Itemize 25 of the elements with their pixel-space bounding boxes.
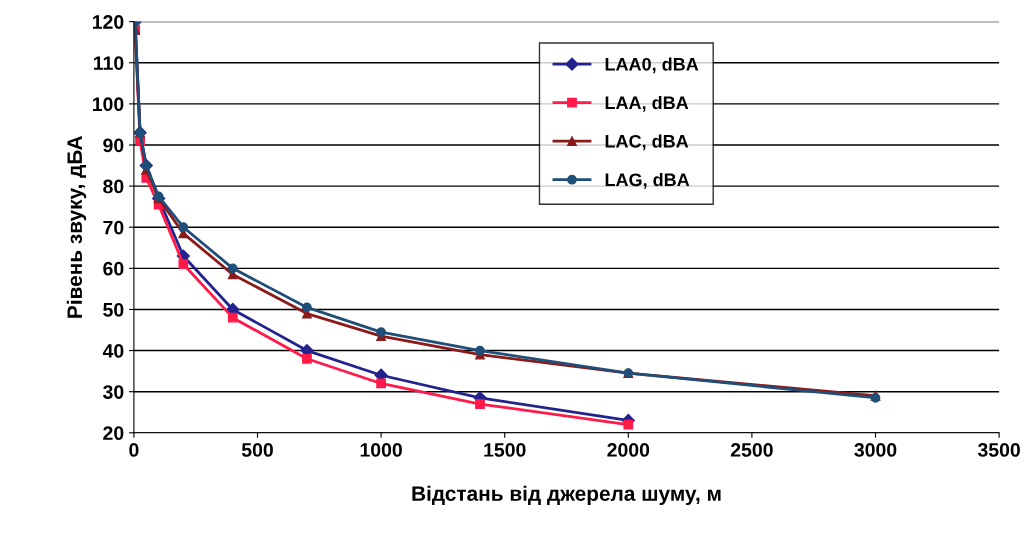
x-tick-label: 2000: [607, 443, 650, 457]
y-tick-label: 50: [103, 302, 124, 317]
y-tick-label: 70: [103, 220, 124, 235]
y-tick-label: 80: [103, 179, 124, 194]
y-tick-label: 40: [102, 344, 124, 358]
y-tick-label: 30: [103, 385, 124, 399]
y-tick-label: 120: [92, 15, 124, 29]
y-tick-label: 90: [103, 138, 124, 153]
x-tick-label: 3000: [854, 443, 897, 457]
x-tick-label: 2500: [730, 443, 773, 457]
y-axis-title: Рівень звуку, дБА: [66, 135, 87, 318]
x-axis-title: Відстань від джерела шуму, м: [412, 485, 721, 506]
y-tick-label: 20: [103, 426, 124, 441]
x-tick-label: 3500: [977, 443, 1020, 457]
legend-label: LAG, dBA: [605, 172, 690, 189]
legend-label: LAA0, dBA: [605, 57, 699, 74]
y-tick-label: 110: [94, 56, 124, 70]
y-tick-label: 100: [92, 97, 124, 112]
legend-label: LAA, dBA: [605, 95, 689, 112]
x-tick-label: 1000: [360, 443, 402, 457]
y-tick-label: 60: [103, 261, 124, 276]
x-tick-label: 500: [241, 443, 273, 457]
x-tick-label: 0: [129, 443, 139, 457]
legend-label: LAC, dBA: [605, 134, 689, 151]
x-tick-label: 1500: [484, 443, 526, 457]
